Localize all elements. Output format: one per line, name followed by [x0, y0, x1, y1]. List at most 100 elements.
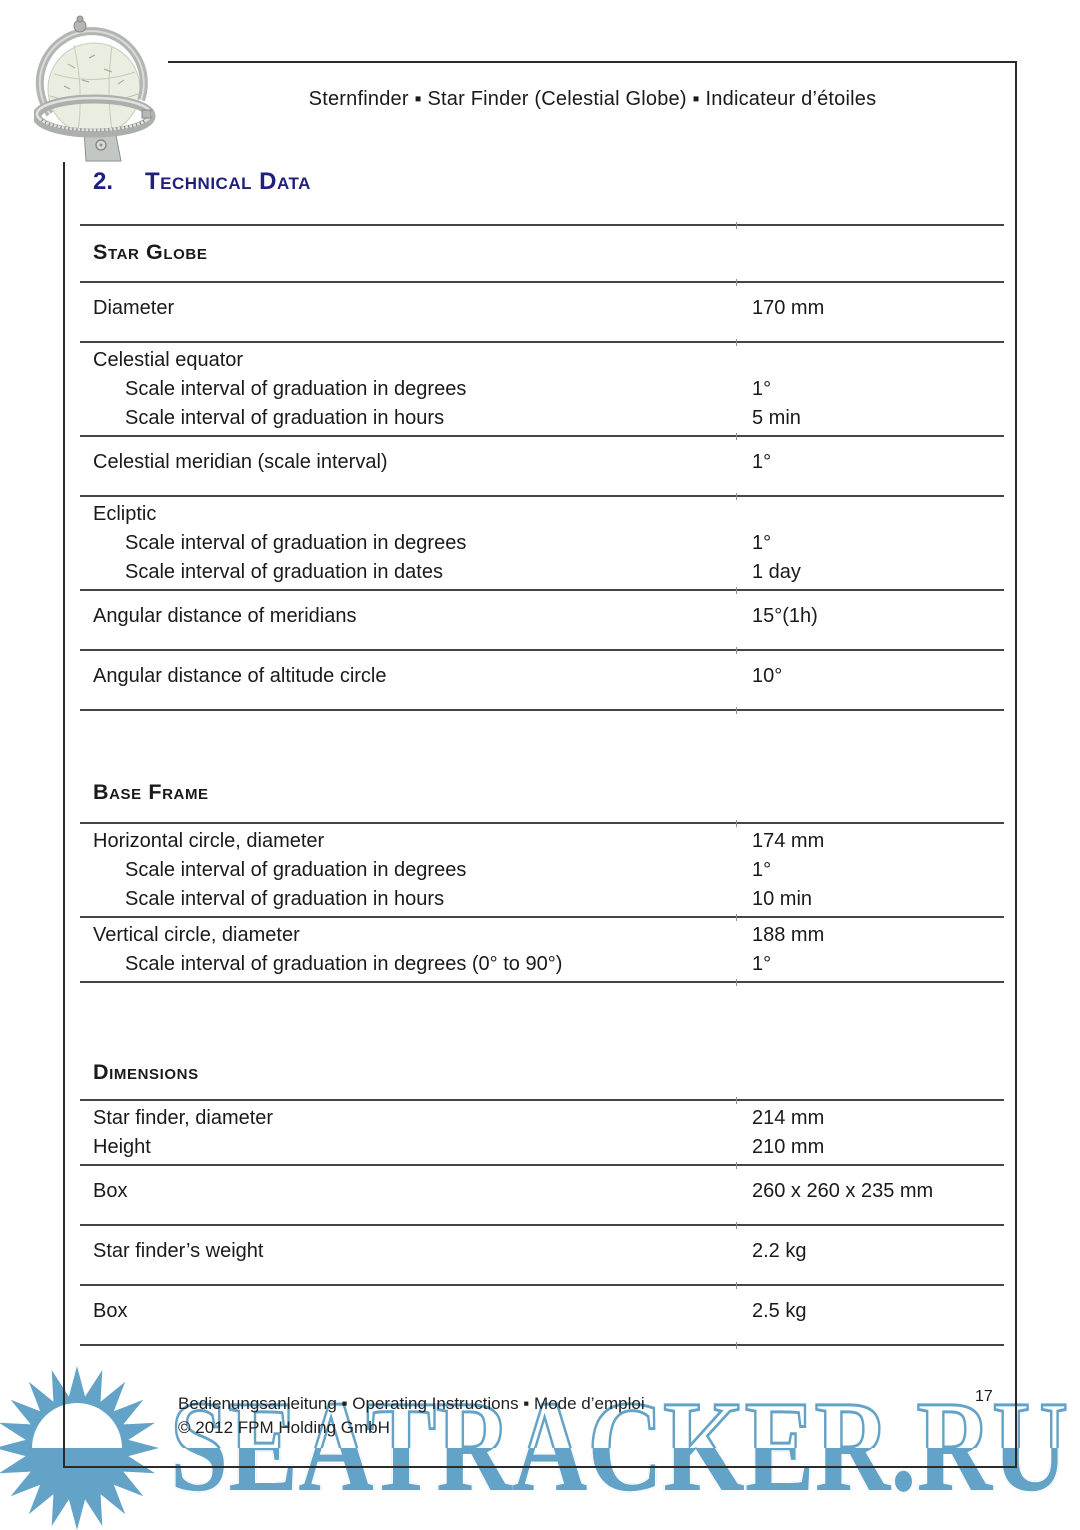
watermark-text-fill: SEATRACKER.RU [170, 1375, 1068, 1519]
header-rule [168, 61, 1017, 63]
row-value: 1° [752, 451, 772, 473]
row-value: 1° [752, 953, 772, 975]
table-rule [80, 433, 1004, 440]
row-label: Scale interval of graduation in dates [125, 561, 443, 583]
table-rule [80, 914, 1004, 921]
row-value: 5 min [752, 407, 801, 429]
row-label: Scale interval of graduation in degrees … [125, 953, 563, 975]
row-value: 15°(1h) [752, 605, 818, 627]
table-row: Scale interval of graduation in degrees … [80, 529, 1004, 558]
row-value: 1° [752, 532, 772, 554]
row-label: Vertical circle, diameter [93, 924, 300, 946]
footer-line2: © 2012 FPM Holding GmbH [178, 1418, 390, 1437]
page-number: 17 [975, 1388, 993, 1405]
table-rule [80, 1282, 1004, 1289]
table-rule [80, 222, 1004, 229]
row-label: Scale interval of graduation in degrees [125, 378, 467, 400]
page-footer: Bedienungsanleitung ▪ Operating Instruct… [178, 1392, 645, 1440]
table-row: Scale interval of graduation in hours 5 … [80, 404, 1004, 433]
table-group: Star finder, diameter 214 mm Height 210 … [80, 1101, 1004, 1164]
table-row: Angular distance of meridians 15°(1h) [80, 602, 1004, 631]
row-label: Box [93, 1180, 128, 1202]
table-group: Angular distance of altitude circle 10° [80, 651, 1004, 709]
table-group: Celestial meridian (scale interval) 1° [80, 437, 1004, 495]
celestial-globe-logo-icon [34, 15, 156, 162]
row-value: 2.5 kg [752, 1300, 807, 1322]
seatracker-watermark: SEATRACKER.RU SEATRACKER.RU [0, 1366, 1070, 1530]
row-value: 1° [752, 378, 772, 400]
row-label: Height [93, 1136, 151, 1158]
table-group: Vertical circle, diameter 188 mm Scale i… [80, 918, 1004, 981]
table-row: Vertical circle, diameter 188 mm [80, 921, 1004, 950]
row-label: Star finder, diameter [93, 1107, 274, 1129]
row-label: Scale interval of graduation in degrees [125, 859, 467, 881]
table-row: Star finder, diameter 214 mm [80, 1104, 1004, 1133]
table-rule [80, 493, 1004, 500]
row-value: 2.2 kg [752, 1240, 807, 1262]
row-value: 10° [752, 665, 783, 687]
table-group: Angular distance of meridians 15°(1h) [80, 591, 1004, 649]
table-rule [80, 979, 1004, 986]
table-group: Celestial equator Scale interval of grad… [80, 343, 1004, 435]
page-border-left [63, 162, 65, 1467]
table-group: Box 2.5 kg [80, 1286, 1004, 1344]
table-row: Box 2.5 kg [80, 1297, 1004, 1326]
table-rule [80, 647, 1004, 654]
table-rule [80, 1342, 1004, 1349]
row-label: Celestial meridian (scale interval) [93, 451, 388, 473]
table-row: Scale interval of graduation in hours 10… [80, 885, 1004, 914]
table-rule [80, 1097, 1004, 1104]
table-group: Diameter 170 mm [80, 283, 1004, 341]
chapter-title: Technical Data [145, 168, 311, 195]
row-label: Star finder’s weight [93, 1240, 264, 1262]
page-border-right [1015, 61, 1017, 1468]
table-rule [80, 707, 1004, 714]
row-label: Box [93, 1300, 128, 1322]
table-rule [80, 587, 1004, 594]
page-border-bottom [63, 1466, 1017, 1468]
row-value: 1 day [752, 561, 801, 583]
footer-line1: Bedienungsanleitung ▪ Operating Instruct… [178, 1394, 645, 1413]
table-row: Scale interval of graduation in dates 1 … [80, 558, 1004, 587]
row-value: 188 mm [752, 924, 825, 946]
section-title-star-globe: Star Globe [93, 240, 208, 264]
table-row: Diameter 170 mm [80, 294, 1004, 323]
row-value: 214 mm [752, 1107, 825, 1129]
table-row: Scale interval of graduation in degrees … [80, 950, 1004, 979]
table-row: Scale interval of graduation in degrees … [80, 375, 1004, 404]
row-label: Scale interval of graduation in hours [125, 407, 445, 429]
row-label: Angular distance of altitude circle [93, 665, 387, 687]
table-row: Celestial meridian (scale interval) 1° [80, 448, 1004, 477]
watermark-text-outline: SEATRACKER.RU [170, 1375, 1068, 1519]
table-row: Height 210 mm [80, 1133, 1004, 1162]
table-rule [80, 1162, 1004, 1169]
document-header-title: Sternfinder ▪ Star Finder (Celestial Glo… [308, 88, 877, 110]
table-row: Horizontal circle, diameter 174 mm [80, 827, 1004, 856]
row-label: Ecliptic [93, 503, 157, 525]
chapter-heading: 2. Technical Data [93, 168, 311, 196]
table-row: Star finder’s weight 2.2 kg [80, 1237, 1004, 1266]
section-title-base-frame: Base Frame [93, 780, 209, 804]
row-value: 10 min [752, 888, 813, 910]
sun-icon [0, 1366, 159, 1530]
table-row: Scale interval of graduation in degrees … [80, 856, 1004, 885]
table-rule [80, 820, 1004, 827]
row-label: Angular distance of meridians [93, 605, 357, 627]
row-label: Celestial equator [93, 349, 244, 371]
table-group: Ecliptic Scale interval of graduation in… [80, 497, 1004, 589]
table-group: Horizontal circle, diameter 174 mm Scale… [80, 824, 1004, 916]
table-row: Celestial equator [80, 346, 1004, 375]
row-value: 170 mm [752, 297, 825, 319]
row-label: Diameter [93, 297, 175, 319]
technical-data-table: Star Globe Diameter 170 mm Celestial equ… [80, 222, 1004, 1349]
table-rule [80, 1222, 1004, 1229]
row-label: Scale interval of graduation in degrees [125, 532, 467, 554]
row-value [752, 500, 1004, 529]
table-row: Box 260 x 260 x 235 mm [80, 1177, 1004, 1206]
section-title-dimensions: Dimensions [93, 1060, 199, 1084]
row-label: Scale interval of graduation in hours [125, 888, 445, 910]
row-value: 260 x 260 x 235 mm [752, 1180, 934, 1202]
chapter-number: 2. [93, 168, 114, 195]
table-group: Star finder’s weight 2.2 kg [80, 1226, 1004, 1284]
table-rule [80, 339, 1004, 346]
